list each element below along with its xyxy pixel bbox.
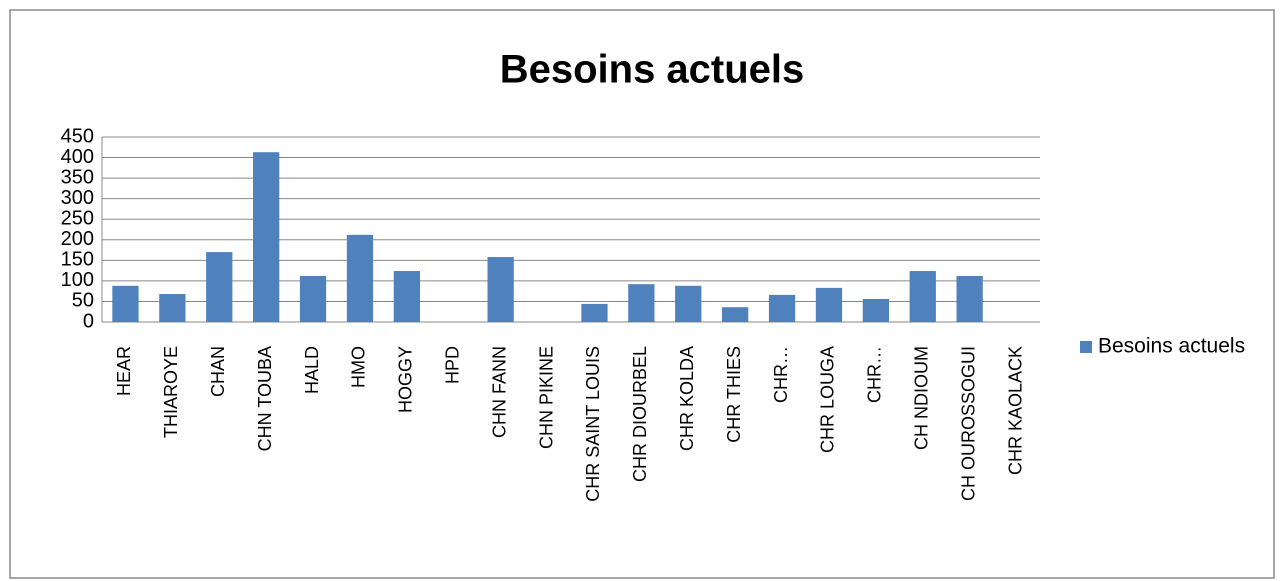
- x-tick-label: CHN PIKINE: [536, 346, 556, 449]
- chart-title: Besoins actuels: [500, 48, 805, 92]
- bar: [862, 298, 889, 322]
- bar: [909, 271, 936, 322]
- y-tick-label: 350: [61, 166, 94, 188]
- bar: [393, 271, 420, 322]
- x-tick-label: HEAR: [114, 346, 134, 396]
- bar: [722, 307, 749, 322]
- x-tick-label: CHR THIES: [724, 346, 744, 443]
- bar: [253, 152, 280, 322]
- bar: [628, 284, 655, 322]
- x-tick-label: CH OUROSSOGUI: [958, 346, 978, 501]
- bar: [675, 285, 702, 322]
- x-tick-label: CHN FANN: [489, 346, 509, 438]
- bar: [956, 275, 983, 322]
- x-tick-label: CHR DIOURBEL: [630, 346, 650, 482]
- legend-swatch: [1080, 341, 1092, 353]
- bar: [768, 294, 796, 322]
- y-tick-label: 150: [61, 249, 94, 271]
- bar: [581, 303, 608, 322]
- y-tick-label: 400: [61, 146, 94, 168]
- x-tick-label: CHN TOUBA: [255, 346, 275, 451]
- x-tick-label: HALD: [302, 346, 322, 394]
- y-tick-label: 50: [72, 290, 94, 312]
- x-tick-label: CHR KAOLACK: [1005, 346, 1025, 475]
- y-tick-label: 250: [61, 208, 94, 230]
- bar: [299, 275, 327, 322]
- x-tick-label: THIAROYE: [161, 346, 181, 438]
- x-tick-label: HOGGY: [396, 346, 416, 413]
- y-tick-label: 100: [61, 269, 94, 291]
- x-tick-label: CHR SAINT LOUIS: [583, 346, 603, 502]
- legend-label: Besoins actuels: [1098, 335, 1245, 358]
- bar: [487, 257, 514, 322]
- bar: [346, 234, 374, 322]
- bar: [159, 294, 186, 322]
- bar: [206, 252, 233, 322]
- y-tick-label: 200: [61, 228, 94, 250]
- x-tick-label: HMO: [349, 346, 369, 388]
- x-tick-label: HPD: [443, 346, 463, 384]
- bar: [112, 285, 139, 322]
- x-tick-label: CH NDIOUM: [912, 346, 932, 450]
- y-tick-label: 0: [83, 310, 94, 332]
- x-tick-label: CHR…: [865, 346, 885, 403]
- y-tick-label: 450: [61, 125, 94, 147]
- x-tick-label: CHAN: [208, 346, 228, 397]
- x-tick-label: CHR LOUGA: [818, 346, 838, 453]
- y-tick-label: 300: [61, 187, 94, 209]
- bar: [815, 287, 843, 322]
- x-tick-label: CHR KOLDA: [677, 346, 697, 451]
- x-tick-label: CHR…: [771, 346, 791, 403]
